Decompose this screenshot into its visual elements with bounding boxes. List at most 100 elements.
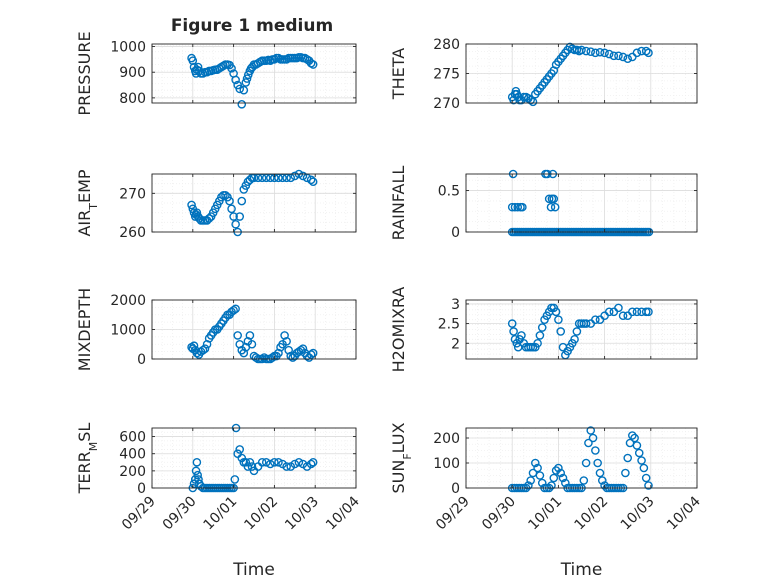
data-point	[623, 453, 633, 463]
data-point	[227, 204, 236, 214]
data-point	[558, 473, 568, 483]
data-point	[247, 339, 257, 349]
data-point	[547, 481, 556, 490]
data-point	[225, 196, 234, 206]
data-point	[242, 74, 252, 83]
data-point	[200, 344, 210, 353]
figure-title: Figure 1 medium	[171, 16, 333, 36]
y-tick-label: 1000	[110, 40, 146, 56]
data-point	[193, 470, 202, 480]
data-point	[621, 468, 630, 478]
axes-box	[151, 427, 357, 489]
y-tick-label: 280	[433, 37, 460, 53]
data-point	[221, 190, 230, 200]
data-point	[634, 448, 644, 458]
data-point	[628, 431, 637, 440]
data-point	[614, 51, 623, 61]
data-point	[556, 327, 566, 336]
data-point	[591, 315, 600, 324]
data-point	[229, 306, 238, 315]
data-point	[528, 97, 538, 107]
data-point	[588, 433, 598, 443]
data-point	[243, 462, 253, 471]
y-tick-label: 2000	[110, 293, 146, 309]
data-point	[266, 459, 275, 469]
y-tick-label: 1000	[110, 323, 146, 339]
y-tick-label: 0	[451, 225, 460, 241]
data-point	[581, 458, 591, 468]
data-point	[518, 202, 527, 212]
data-point	[618, 311, 628, 321]
data-point	[509, 327, 518, 336]
data-point	[235, 212, 245, 221]
data-point	[308, 457, 318, 467]
y-axis-label: SUNFLUX	[389, 422, 414, 493]
data-point	[584, 438, 593, 448]
y-axis-label: MIXDEPTH	[75, 288, 94, 371]
data-point	[230, 475, 240, 484]
subplot-4: 0 0.5 RAINFALL	[389, 166, 698, 241]
data-point	[270, 457, 279, 467]
data-point	[614, 303, 623, 313]
data-point	[581, 319, 591, 328]
data-point	[546, 202, 556, 212]
x-axis-label: Time	[232, 560, 275, 580]
subplot-2: 270 275 280 THETA	[389, 37, 698, 112]
data-point	[187, 200, 196, 210]
data-point	[507, 319, 517, 328]
data-point	[507, 202, 517, 212]
y-tick-label: 270	[119, 186, 146, 202]
data-point	[245, 457, 255, 467]
subplot-5: 0 1000 2000 MIXDEPTH	[75, 288, 357, 371]
data-point	[261, 457, 271, 467]
data-point	[274, 457, 283, 467]
data-point	[298, 344, 308, 353]
data-point	[586, 47, 596, 56]
data-point	[245, 331, 255, 340]
plot-area	[466, 174, 697, 232]
axes-box	[465, 173, 698, 233]
data-point	[595, 468, 605, 478]
plot-area	[466, 300, 697, 359]
data-point	[241, 78, 251, 87]
axes-box	[465, 427, 698, 489]
data-point	[251, 353, 261, 362]
data-point	[524, 481, 533, 490]
data-point	[533, 463, 542, 473]
data-point	[282, 462, 291, 471]
data-point	[637, 456, 646, 465]
data-point	[306, 175, 316, 185]
plot-area	[152, 44, 356, 103]
data-point	[591, 446, 600, 455]
data-point	[227, 64, 236, 73]
data-point	[632, 441, 642, 450]
data-point	[641, 473, 651, 483]
axes-box	[465, 299, 698, 360]
data-point	[537, 323, 547, 332]
y-tick-label: 400	[119, 447, 146, 463]
data-point	[618, 52, 628, 62]
data-point	[572, 327, 582, 336]
subplot-3: 260 270 AIRTEMP	[75, 169, 357, 241]
y-axis-label: PRESSURE	[75, 31, 94, 115]
y-axis-label: TERRMSL	[75, 423, 100, 495]
subplot-6: 2 2.5 3 H2OMIXRA	[389, 287, 698, 373]
data-point	[549, 473, 559, 483]
data-point	[196, 481, 206, 491]
data-point	[308, 60, 318, 69]
data-point	[639, 463, 649, 473]
data-point	[644, 307, 653, 317]
data-point	[644, 48, 653, 58]
data-point	[593, 458, 602, 468]
data-point	[550, 202, 560, 212]
data-point	[623, 54, 633, 64]
data-point	[308, 177, 318, 187]
data-point	[290, 171, 300, 181]
data-point	[259, 353, 269, 362]
data-point	[233, 331, 242, 340]
data-point	[237, 99, 247, 109]
y-tick-label: 800	[119, 91, 146, 107]
y-axis-label: H2OMIXRA	[389, 287, 408, 373]
data-point	[531, 458, 540, 468]
y-tick-label: 2	[451, 336, 460, 352]
